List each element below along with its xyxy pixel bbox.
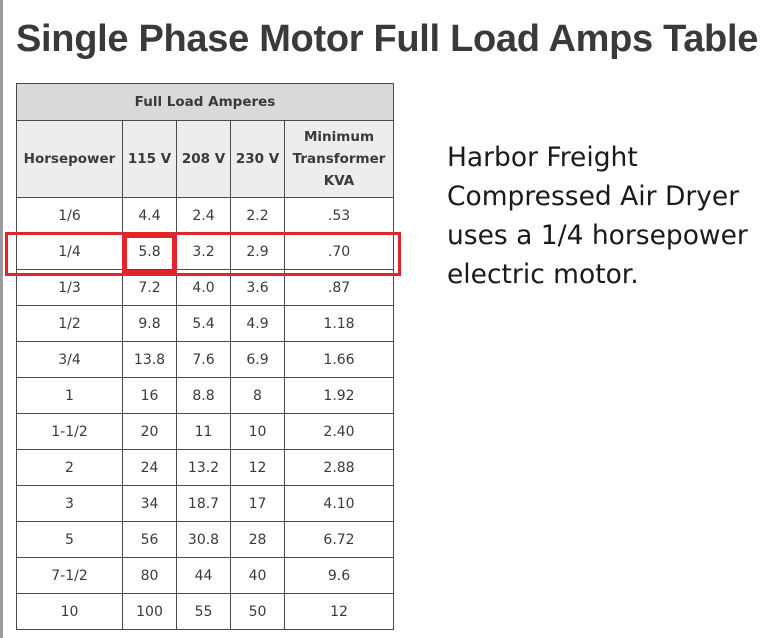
table-cell: 6.9 [230,341,285,378]
table-cell: 100 [122,593,177,630]
table-cell: 17 [230,485,285,522]
table-row: 3/4 13.8 7.6 6.9 1.66 [16,341,395,378]
table-cell: 3.2 [176,233,231,270]
table-cell: 24 [122,449,177,486]
table-cell: 1/6 [16,197,123,234]
table-cell: 1.66 [283,341,395,378]
table-cell: 12 [283,593,395,630]
table-cell: 2.9 [230,233,285,270]
table-row-highlighted: 1/4 5.8 3.2 2.9 .70 [16,233,395,270]
table-cell: 2.88 [283,449,395,486]
table-row: 1/6 4.4 2.4 2.2 .53 [16,197,395,234]
full-load-amps-table: Full Load Amperes Horsepower 115 V 208 V… [15,83,395,630]
table-cell: 1/4 [16,233,123,270]
table-row: 1-1/2 20 11 10 2.40 [16,413,395,450]
table-cell: .87 [283,269,395,306]
table-cell: 1 [16,377,123,414]
column-header: 230 V [230,120,285,198]
table-row: 5 56 30.8 28 6.72 [16,521,395,558]
table-cell: 18.7 [176,485,231,522]
column-header: Horsepower [16,120,123,198]
table-cell: 2.4 [176,197,231,234]
table-cell: 30.8 [176,521,231,558]
table-cell: 1/2 [16,305,123,342]
column-header: 208 V [176,120,231,198]
table-cell: 5.4 [176,305,231,342]
table-cell: .70 [283,233,395,270]
table-row: 2 24 13.2 12 2.88 [16,449,395,486]
table-cell: 7-1/2 [16,557,123,594]
table-cell: 4.9 [230,305,285,342]
table-cell: 5 [16,521,123,558]
table-cell: 6.72 [283,521,395,558]
table-cell: 44 [176,557,231,594]
table-cell: 11 [176,413,231,450]
table-cell: 4.4 [122,197,177,234]
left-edge-bar [0,0,3,638]
table-cell: 8 [230,377,285,414]
table-cell: 1/3 [16,269,123,306]
table-cell: 9.8 [122,305,177,342]
table-row: 7-1/2 80 44 40 9.6 [16,557,395,594]
table-cell: 50 [230,593,285,630]
table-row: 1 16 8.8 8 1.92 [16,377,395,414]
table-cell: 56 [122,521,177,558]
table-cell: 20 [122,413,177,450]
table-cell: 55 [176,593,231,630]
page-title: Single Phase Motor Full Load Amps Table [16,18,759,60]
table-cell: 3 [16,485,123,522]
table-cell: 1.18 [283,305,395,342]
column-header: Minimum Transformer KVA [283,120,395,198]
table-group-header: Full Load Amperes [15,83,395,121]
table-row: 3 34 18.7 17 4.10 [16,485,395,522]
table-cell: 13.8 [122,341,177,378]
table-cell: 3.6 [230,269,285,306]
table-cell: 1-1/2 [16,413,123,450]
table-cell: 2.40 [283,413,395,450]
table-cell: 1.92 [283,377,395,414]
table-cell: 28 [230,521,285,558]
table-cell: 40 [230,557,285,594]
table-cell: 2.2 [230,197,285,234]
column-header: 115 V [122,120,177,198]
table-cell: 12 [230,449,285,486]
table-cell: 7.2 [122,269,177,306]
table-row: 10 100 55 50 12 [16,593,395,630]
table-cell: 80 [122,557,177,594]
table-row: 1/3 7.2 4.0 3.6 .87 [16,269,395,306]
table-cell: 9.6 [283,557,395,594]
table-cell: 34 [122,485,177,522]
table-cell: .53 [283,197,395,234]
table-cell: 3/4 [16,341,123,378]
motor-note: Harbor Freight Compressed Air Dryer uses… [447,142,748,290]
table-cell: 7.6 [176,341,231,378]
table-cell: 2 [16,449,123,486]
table-cell: 4.10 [283,485,395,522]
table-cell: 13.2 [176,449,231,486]
table-cell: 8.8 [176,377,231,414]
table-row: 1/2 9.8 5.4 4.9 1.18 [16,305,395,342]
table-cell: 10 [16,593,123,630]
table-cell-highlighted: 5.8 [122,233,177,270]
table-cell: 4.0 [176,269,231,306]
table-cell: 10 [230,413,285,450]
table-cell: 16 [122,377,177,414]
